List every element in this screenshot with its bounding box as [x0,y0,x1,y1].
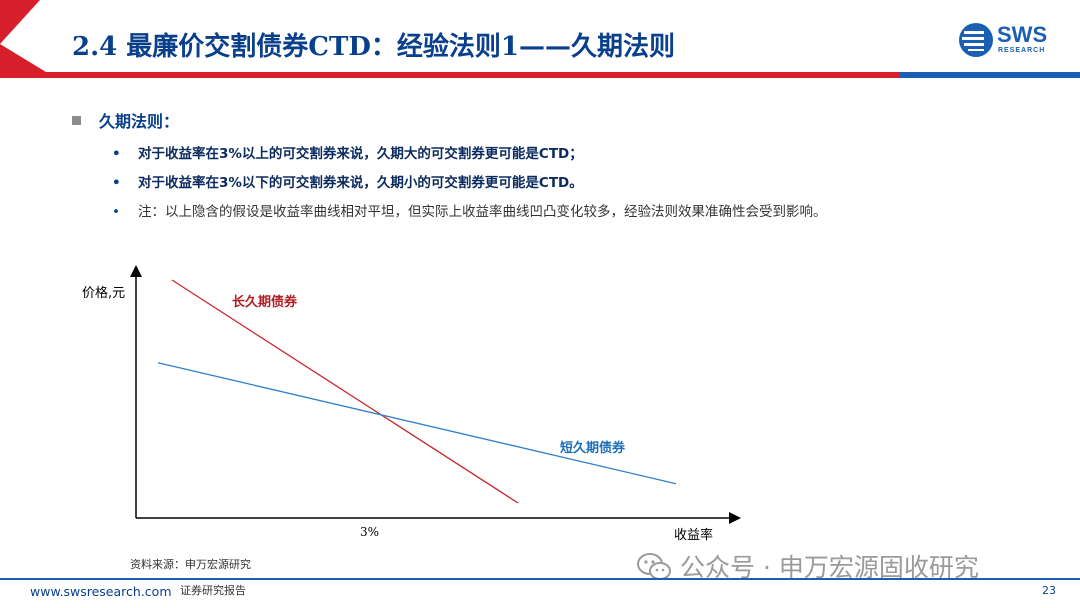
square-bullet-icon [72,116,81,125]
source-note: 资料来源：申万宏源研究 [130,558,251,571]
sws-logo-mark-icon [959,23,993,57]
bullet-text: 注：以上隐含的假设是收益率曲线相对平坦，但实际上收益率曲线凹凸变化较多，经验法则… [138,204,827,220]
series-line-short-duration [157,362,677,485]
series-label-long-duration: 长久期债券 [232,294,298,310]
bullet-item: • 对于收益率在3%以下的可交割券来说，久期小的可交割券更可能是CTD。 [112,171,583,191]
page-number: 23 [1042,584,1056,597]
section-heading: 久期法则： [72,108,179,132]
bullet-text: 对于收益率在3%以下的可交割券来说，久期小的可交割券更可能是CTD。 [138,175,583,191]
bullet-text: 对于收益率在3%以上的可交割券来说，久期大的可交割券更可能是CTD； [138,146,583,162]
bullet-item: • 对于收益率在3%以上的可交割券来说，久期大的可交割券更可能是CTD； [112,142,583,162]
footer-label: 证券研究报告 [180,584,246,597]
heading-text: 久期法则： [99,112,180,131]
bullet-dot-icon: • [112,175,121,191]
series-label-short-duration: 短久期债券 [560,440,626,456]
header-band [0,0,1080,78]
logo-text: SWS [997,22,1048,47]
page-title: 2.4 最廉价交割债券CTD：经验法则1——久期法则 [72,32,675,62]
series-line-long-duration [171,279,519,504]
x-marker-label: 3% [360,525,379,539]
bullet-dot-icon: • [112,146,121,162]
logo-subtext: RESEARCH [998,47,1046,54]
x-axis-label: 收益率 [674,527,713,543]
sws-logo: SWS RESEARCH [958,22,1058,58]
bullet-dot-icon: • [112,204,120,220]
bullet-item: • 注：以上隐含的假设是收益率曲线相对平坦，但实际上收益率曲线凹凸变化较多，经验法… [112,200,827,220]
footer-url[interactable]: www.swsresearch.com [30,584,172,599]
watermark: 公众号 · 申万宏源固收研究 [636,548,979,584]
y-axis-label: 价格,元 [82,285,125,301]
watermark-text: 公众号 · 申万宏源固收研究 [680,553,979,582]
footer-divider [0,578,1080,580]
